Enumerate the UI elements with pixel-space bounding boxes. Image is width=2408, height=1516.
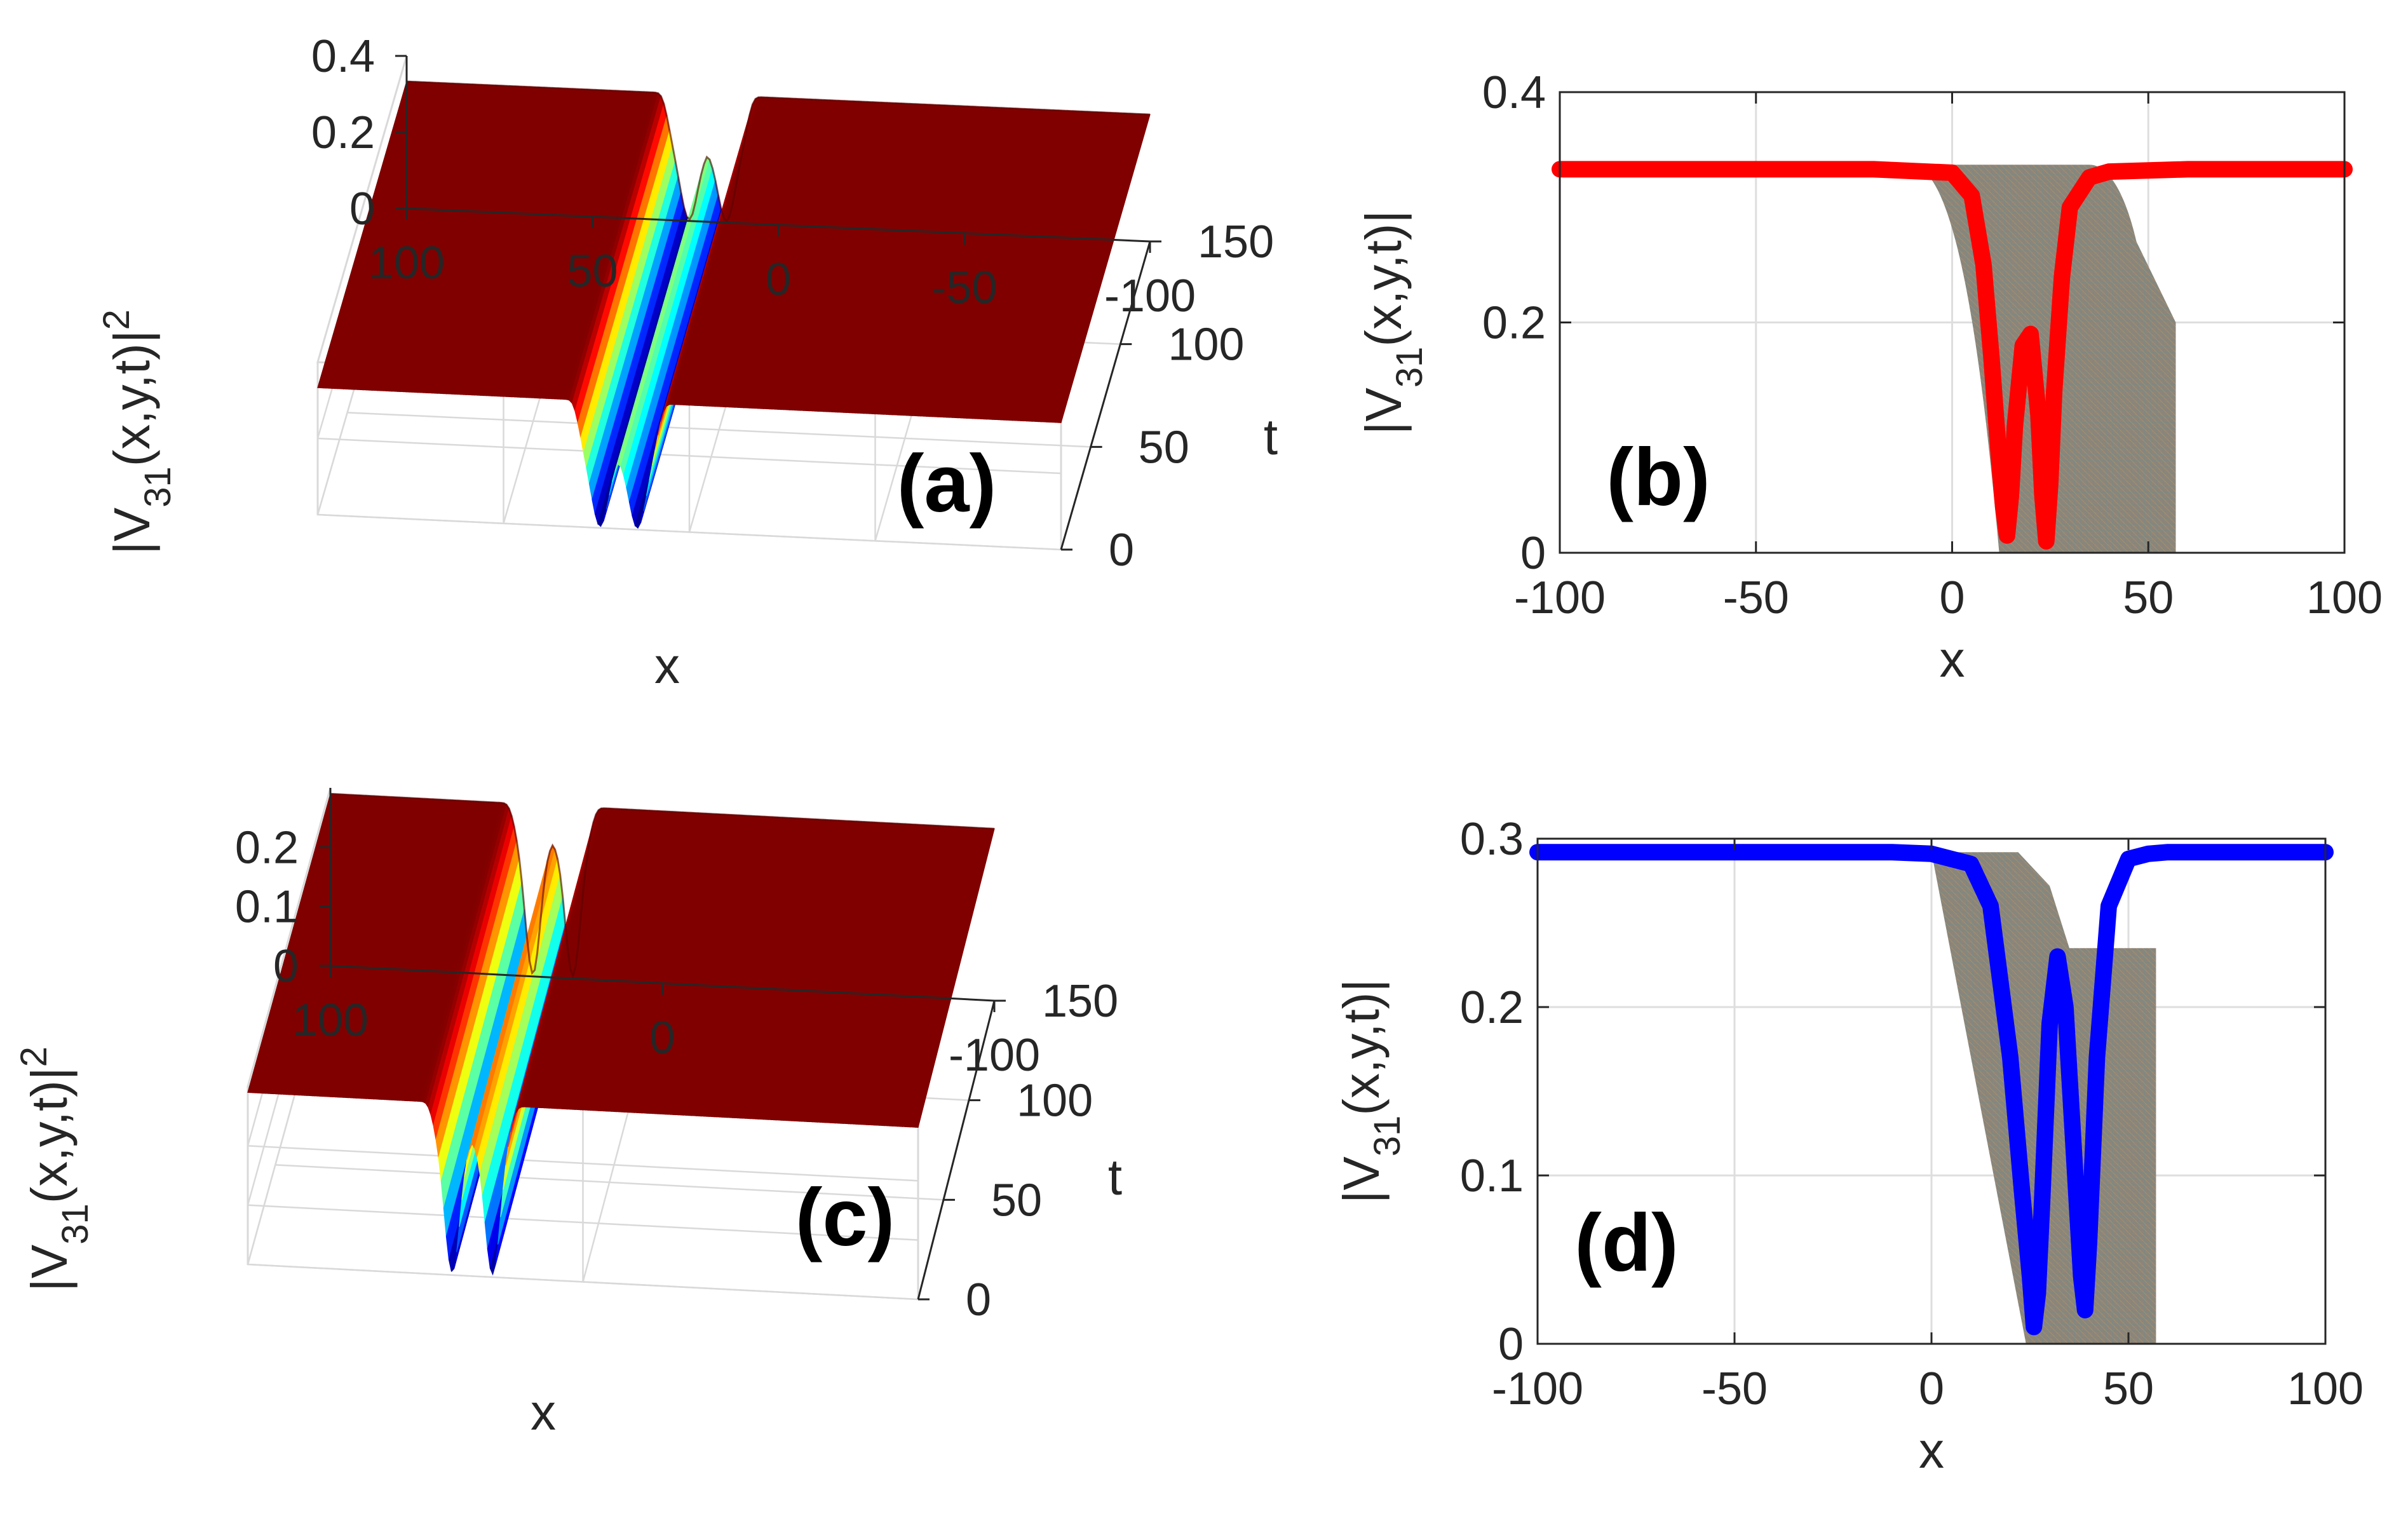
t-tick-label: 150 xyxy=(1042,976,1118,1027)
x-tick-label: 50 xyxy=(2123,572,2174,623)
z-tick-label: 0.2 xyxy=(311,107,375,158)
surface-front-edge xyxy=(330,792,995,979)
grid-t xyxy=(347,412,1091,448)
x-tick-label: 100 xyxy=(292,995,369,1046)
y-tick-label: 0.1 xyxy=(1460,1151,1524,1201)
x-axis-label: x xyxy=(1940,631,1965,687)
panel-label: (b) xyxy=(1606,432,1710,523)
y-axis-label: |V31(x,y,t)| xyxy=(1333,979,1408,1203)
t-tick-label: 100 xyxy=(1168,320,1244,370)
z-tick-label: 0.2 xyxy=(235,822,299,873)
y-tick-label: 0.2 xyxy=(1460,982,1524,1033)
x-tick-label: 100 xyxy=(2287,1364,2364,1414)
x-tick-label: -50 xyxy=(1723,572,1789,623)
x-tick-label: -100 xyxy=(1514,572,1606,623)
x-tick-label: 50 xyxy=(2103,1364,2154,1414)
z-axis-label: |V31(x,y,t)|2 xyxy=(96,309,179,555)
panel-0: 100 50 0 -50 -100 0 50 100 150 0 0.2 0.4 x t |V31(x,y,… xyxy=(96,31,1278,694)
series-line-profile xyxy=(1552,161,2353,550)
t-tick-label: 100 xyxy=(1017,1076,1093,1127)
surface-front-edge xyxy=(406,80,1151,223)
panel-1: -100 -50 0 50 100 0 0.2 0.4 x |V31(x,y,t)| (b) xyxy=(1355,67,2383,687)
t-axis-label: t xyxy=(1264,409,1278,465)
x-tick-label: 0 xyxy=(649,1013,675,1064)
panel-label: (d) xyxy=(1574,1198,1678,1289)
panel-label: (a) xyxy=(897,438,996,529)
x-tick-label: -100 xyxy=(1104,271,1196,321)
x-tick-label: 100 xyxy=(369,238,445,288)
z-tick-label: 0.1 xyxy=(235,882,299,933)
surface xyxy=(247,792,995,1276)
y-tick-label: 0.2 xyxy=(1482,298,1546,349)
series-line-profile xyxy=(1529,844,2334,1336)
y-tick-label: 0.3 xyxy=(1460,814,1524,865)
t-axis-label: t xyxy=(1108,1149,1122,1205)
panel-label: (c) xyxy=(795,1172,895,1263)
y-tick-label: 0 xyxy=(1520,528,1546,579)
x-tick-label: 50 xyxy=(567,246,618,297)
t-tick-label: 0 xyxy=(1109,525,1134,576)
t-tick-label: 50 xyxy=(991,1175,1042,1226)
x-tick-label: 0 xyxy=(1939,572,1965,623)
z-tick-label: 0 xyxy=(273,941,299,992)
t-tick-label: 0 xyxy=(966,1275,991,1325)
x-tick-label: -50 xyxy=(1701,1364,1768,1414)
y-axis-line xyxy=(1060,241,1151,550)
y-tick-label: 0 xyxy=(1498,1319,1524,1370)
x-tick-label: -100 xyxy=(1492,1364,1583,1414)
y-axis-label: |V31(x,y,t)| xyxy=(1355,210,1430,435)
grid-t xyxy=(275,1164,944,1201)
t-tick-label: 150 xyxy=(1198,217,1274,267)
panel-3: -100 -50 0 50 100 0 0.1 0.2 0.3 x |V31(x,y,t)| (d) xyxy=(1333,814,2364,1479)
x-tick-label: 100 xyxy=(2306,572,2383,623)
y-axis-line xyxy=(917,1000,996,1300)
z-tick-label: 0 xyxy=(349,184,375,234)
x-axis-label: x xyxy=(531,1384,556,1440)
x-tick-label: -50 xyxy=(931,262,997,313)
x-tick-label: 0 xyxy=(766,254,791,305)
x-tick-label: -100 xyxy=(949,1030,1040,1081)
z-axis-label: |V31(x,y,t)|2 xyxy=(13,1046,96,1292)
panel-2: 100 0 -10005010015000.10.2xt|V31(x,y,t)|2(… xyxy=(13,787,1122,1440)
t-tick-label: 50 xyxy=(1139,422,1189,473)
surface xyxy=(317,80,1151,529)
x-tick-label: 0 xyxy=(1919,1364,1944,1414)
z-tick-label: 0.4 xyxy=(311,31,375,82)
x-axis-label: x xyxy=(654,637,680,694)
y-tick-label: 0.4 xyxy=(1482,67,1546,118)
x-axis-label: x xyxy=(1919,1422,1944,1479)
